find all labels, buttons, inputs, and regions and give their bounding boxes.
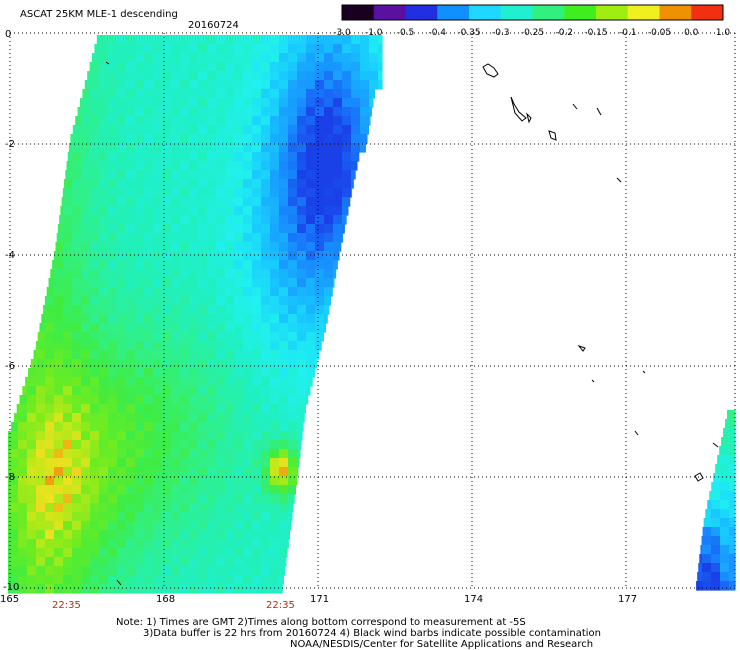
x-tick-label: 177 — [618, 594, 637, 605]
island-outlines — [105, 61, 719, 586]
island-outline — [596, 107, 602, 116]
data-swaths — [8, 35, 736, 594]
colorbar-label: -0.4 — [428, 28, 446, 38]
x-tick-label: 165 — [0, 594, 19, 605]
colorbar-swatch — [532, 5, 565, 20]
colorbar-swatch — [627, 5, 660, 20]
colorbar-swatch — [405, 5, 438, 20]
lat-lon-grid — [9, 32, 736, 589]
note-line-1: Note: 1) Times are GMT 2)Times along bot… — [116, 617, 526, 628]
colorbar-swatch — [596, 5, 629, 20]
colorbar-swatch — [373, 5, 406, 20]
note-line-3: NOAA/NESDIS/Center for Satellite Applica… — [290, 639, 593, 650]
swath-time-right: 22:35 — [266, 600, 295, 611]
y-tick-label: -6 — [5, 361, 15, 372]
map-date: 20160724 — [188, 20, 239, 31]
colorbar-swatch — [564, 5, 597, 20]
island-outline — [482, 63, 499, 78]
x-tick-label: 171 — [310, 594, 329, 605]
island-outline — [577, 344, 586, 352]
colorbar-label: -0.3 — [492, 28, 510, 38]
swath-time-left: 22:35 — [52, 600, 81, 611]
colorbar-swatch — [691, 5, 724, 20]
y-tick-label: -2 — [5, 139, 15, 150]
colorbar-label: -0.5 — [397, 28, 415, 38]
colorbar-label: -0.2 — [555, 28, 573, 38]
colorbar-label: 0.0 — [684, 28, 699, 38]
island-outline — [572, 103, 578, 110]
colorbar-swatch — [437, 5, 470, 20]
island-outline — [548, 130, 557, 141]
y-tick-label: -10 — [3, 582, 19, 593]
island-outline — [642, 370, 646, 374]
colorbar-swatch — [659, 5, 692, 20]
colorbar-swatch — [500, 5, 533, 20]
x-tick-labels: 165 168 171 174 177 — [0, 594, 637, 605]
colorbar-frame — [341, 4, 724, 21]
island-outline — [116, 579, 122, 586]
y-tick-labels: 0 -2 -4 -6 -8 -10 — [3, 29, 19, 593]
colorbar-label: -0.05 — [648, 28, 671, 38]
colorbar-label: -1.0 — [365, 28, 383, 38]
colorbar: -3.0 -1.0 -0.5 -0.4 -0.35 -0.3 -0.25 -0.2 -0.15-… — [333, 4, 731, 38]
island-outline — [105, 61, 110, 65]
island-outline — [510, 96, 527, 122]
x-tick-label: 174 — [464, 594, 483, 605]
colorbar-label: -0.1 — [619, 28, 637, 38]
island-outline — [616, 177, 622, 183]
colorbar-swatch — [342, 5, 375, 20]
island-outline — [694, 472, 704, 482]
y-tick-label: -4 — [5, 250, 15, 261]
colorbar-label: -0.35 — [457, 28, 480, 38]
island-outline — [712, 442, 719, 448]
colorbar-label: -0.25 — [521, 28, 544, 38]
y-tick-label: -8 — [5, 472, 15, 483]
colorbar-label: -0.15 — [584, 28, 607, 38]
colorbar-label: 1.0 — [716, 28, 731, 38]
island-outline — [591, 379, 595, 383]
note-line-2: 3)Data buffer is 22 hrs from 20160724 4)… — [143, 628, 601, 639]
x-tick-label: 168 — [156, 594, 175, 605]
map-title: ASCAT 25KM MLE-1 descending — [20, 9, 178, 20]
island-outline — [634, 430, 639, 436]
colorbar-swatch — [469, 5, 502, 20]
y-tick-label: 0 — [5, 29, 11, 40]
island-outline — [526, 112, 532, 124]
